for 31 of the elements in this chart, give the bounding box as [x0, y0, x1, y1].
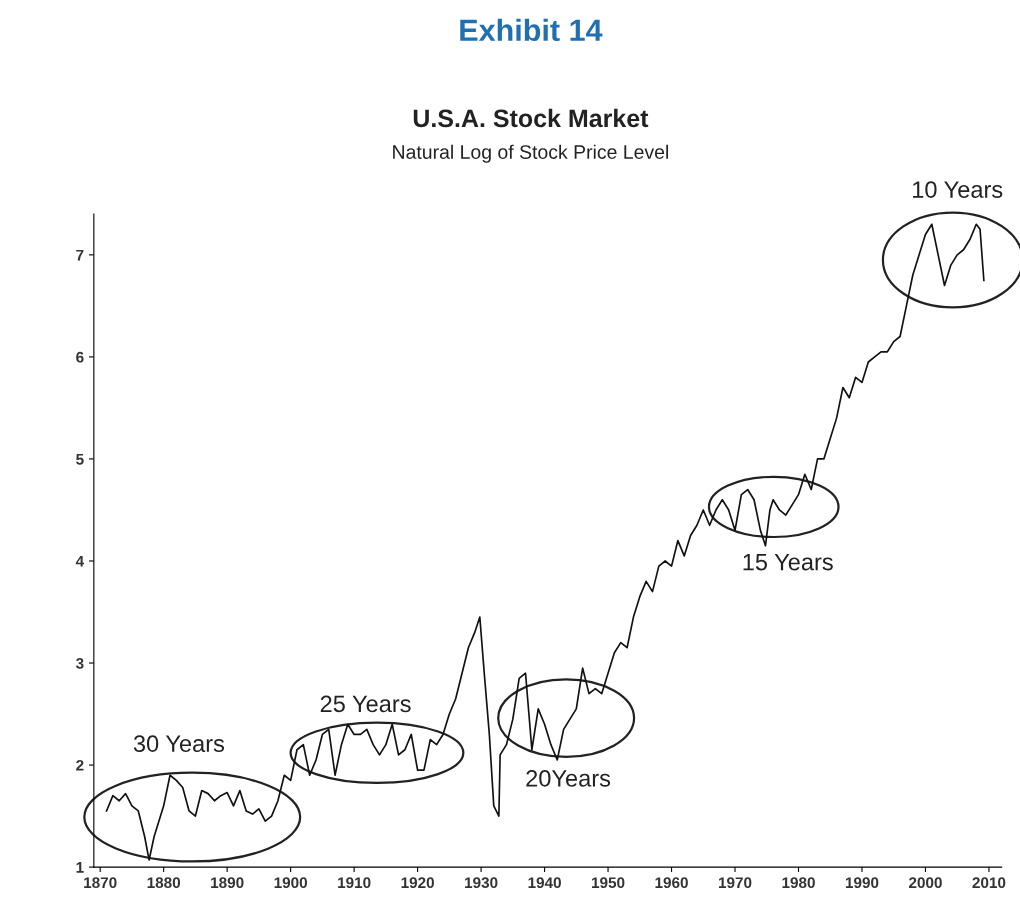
x-tick-label: 1880 [147, 877, 181, 889]
annotation: 30 Years [133, 735, 225, 753]
x-tick-label: 1900 [274, 877, 307, 889]
chart-title: U.S.A. Stock Market [413, 108, 649, 128]
y-tick-label: 1 [76, 862, 84, 873]
x-tick-label: 1990 [845, 877, 879, 889]
x-tick-label: 1890 [211, 877, 244, 889]
annotation: 20Years [526, 769, 611, 787]
y-tick-label: 2 [76, 759, 84, 771]
y-tick-label: 3 [75, 657, 84, 669]
x-tick-label: 2010 [972, 877, 1006, 889]
x-tick-label: 1980 [782, 877, 815, 889]
x-tick-label: 1920 [401, 877, 434, 889]
x-tick-label: 1960 [655, 877, 688, 889]
text: 10 Years [913, 181, 1003, 198]
x-tick-label: 1870 [84, 877, 117, 889]
annotation: 15 Years [743, 553, 833, 571]
text: Exhibit 14 [460, 18, 603, 42]
y-tick-label: 6 [76, 351, 84, 363]
chart-subtitle: Natural Log of Stock Price Level [393, 144, 668, 163]
x-tick-label: 1910 [338, 877, 371, 889]
x-tick-label: 1930 [465, 877, 498, 889]
x-tick-label: 1950 [592, 877, 625, 889]
line-series [105, 223, 985, 861]
x-tick-label: 2000 [909, 877, 942, 889]
y-tick-label: 7 [76, 249, 84, 261]
annotation: 25 Years [320, 695, 411, 713]
y-tick-label: 5 [76, 453, 84, 465]
y-tick-label: 4 [75, 556, 85, 567]
x-tick-label: 1940 [528, 877, 561, 889]
x-tick-label: 1970 [718, 877, 752, 889]
